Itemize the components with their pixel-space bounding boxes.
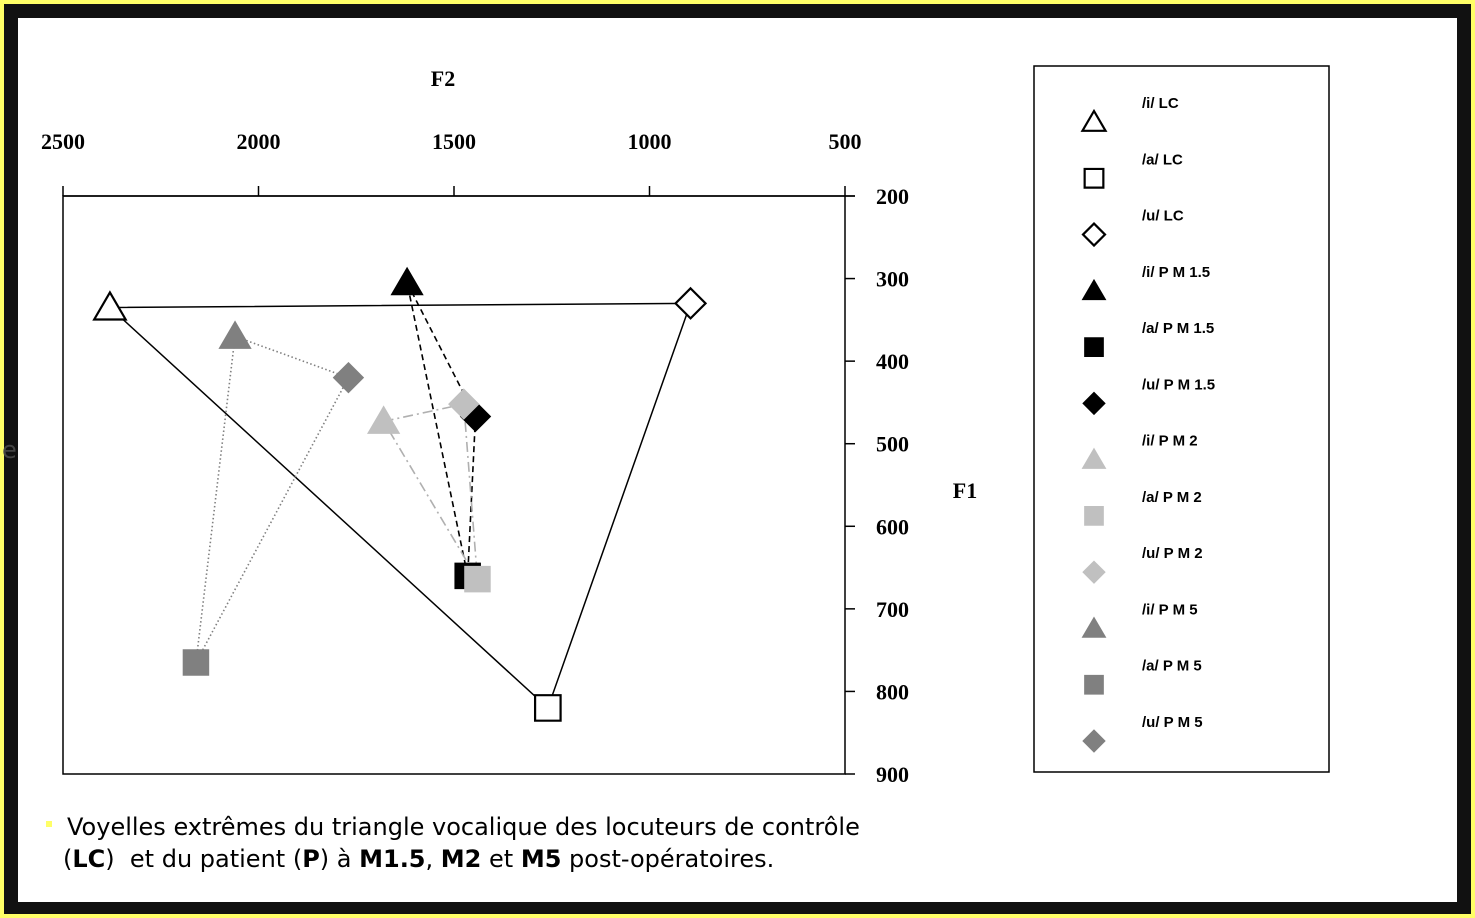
legend-label: /u/ P M 2 <box>1142 545 1203 562</box>
legend-marker <box>1082 560 1106 584</box>
legend-label: /u/ P M 1.5 <box>1142 376 1215 393</box>
caption-run: M2 <box>441 845 482 873</box>
legend-marker <box>1081 616 1107 638</box>
caption-run: ( <box>63 845 72 873</box>
x-axis-label: F2 <box>431 66 455 91</box>
legend-label: /i/ LC <box>1142 95 1179 112</box>
legend-label: /i/ P M 2 <box>1142 433 1198 450</box>
y-tick-label: 800 <box>876 679 909 704</box>
data-point <box>366 405 401 434</box>
connector-line <box>382 403 479 580</box>
data-point <box>218 320 252 349</box>
legend-label: /a/ P M 5 <box>1142 658 1202 675</box>
legend-marker <box>1084 506 1104 526</box>
legend-label: /i/ P M 5 <box>1142 601 1198 618</box>
caption-line: (LC) et du patient (P) à M1.5, M2 et M5 … <box>63 845 774 873</box>
legend-label: /u/ P M 5 <box>1142 714 1203 731</box>
data-point <box>390 266 424 296</box>
legend <box>1033 65 1330 773</box>
y-tick-label: 400 <box>876 349 909 374</box>
legend-label: /u/ LC <box>1142 208 1184 225</box>
data-point <box>448 388 480 420</box>
caption-run: ) à <box>320 845 359 873</box>
legend-marker <box>1080 108 1108 132</box>
legend-marker <box>1082 729 1106 753</box>
caption-run: post-opératoires. <box>561 845 774 873</box>
caption-run: et <box>481 845 520 873</box>
legend-label: /a/ LC <box>1142 151 1183 168</box>
y-tick-label: 700 <box>876 597 909 622</box>
data-point <box>182 649 210 676</box>
caption-run: LC <box>72 845 105 873</box>
legend-marker <box>1081 278 1107 301</box>
edge-text: e <box>2 436 17 464</box>
connector-line <box>195 335 350 663</box>
caption-run: , <box>426 845 441 873</box>
legend-label: /a/ P M 1.5 <box>1142 320 1214 337</box>
legend-marker <box>1081 447 1107 469</box>
data-point <box>533 694 562 722</box>
data-point <box>673 286 708 320</box>
data-point <box>92 290 128 321</box>
legend-marker <box>1083 167 1105 189</box>
legend-marker <box>1084 674 1104 695</box>
connector-line <box>109 302 692 710</box>
y-tick-label: 500 <box>876 432 909 457</box>
y-tick-label: 600 <box>876 514 909 539</box>
caption-run: Voyelles extrêmes du triangle vocalique … <box>67 813 860 841</box>
legend-marker <box>1082 391 1106 416</box>
caption-line: Voyelles extrêmes du triangle vocalique … <box>67 813 860 841</box>
legend-label: /a/ P M 2 <box>1142 489 1202 506</box>
legend-label: /i/ P M 1.5 <box>1142 264 1210 281</box>
caption-run: M1.5 <box>359 845 425 873</box>
y-tick-label: 300 <box>876 267 909 292</box>
x-tick-label: 500 <box>829 129 862 154</box>
x-tick-label: 1000 <box>628 129 672 154</box>
y-axis-label: F1 <box>953 478 977 503</box>
data-point <box>332 361 365 394</box>
data-point <box>464 565 491 593</box>
caption-run: ) et du patient ( <box>105 845 302 873</box>
caption-run: P <box>302 845 320 873</box>
caption-run: M5 <box>521 845 562 873</box>
legend-marker <box>1081 221 1107 248</box>
y-tick-label: 200 <box>876 184 909 209</box>
x-tick-label: 2000 <box>237 129 281 154</box>
x-tick-label: 1500 <box>432 129 476 154</box>
legend-marker <box>1084 337 1104 357</box>
y-tick-label: 900 <box>876 762 909 787</box>
x-tick-label: 2500 <box>41 129 85 154</box>
caption-bullet <box>46 821 52 827</box>
